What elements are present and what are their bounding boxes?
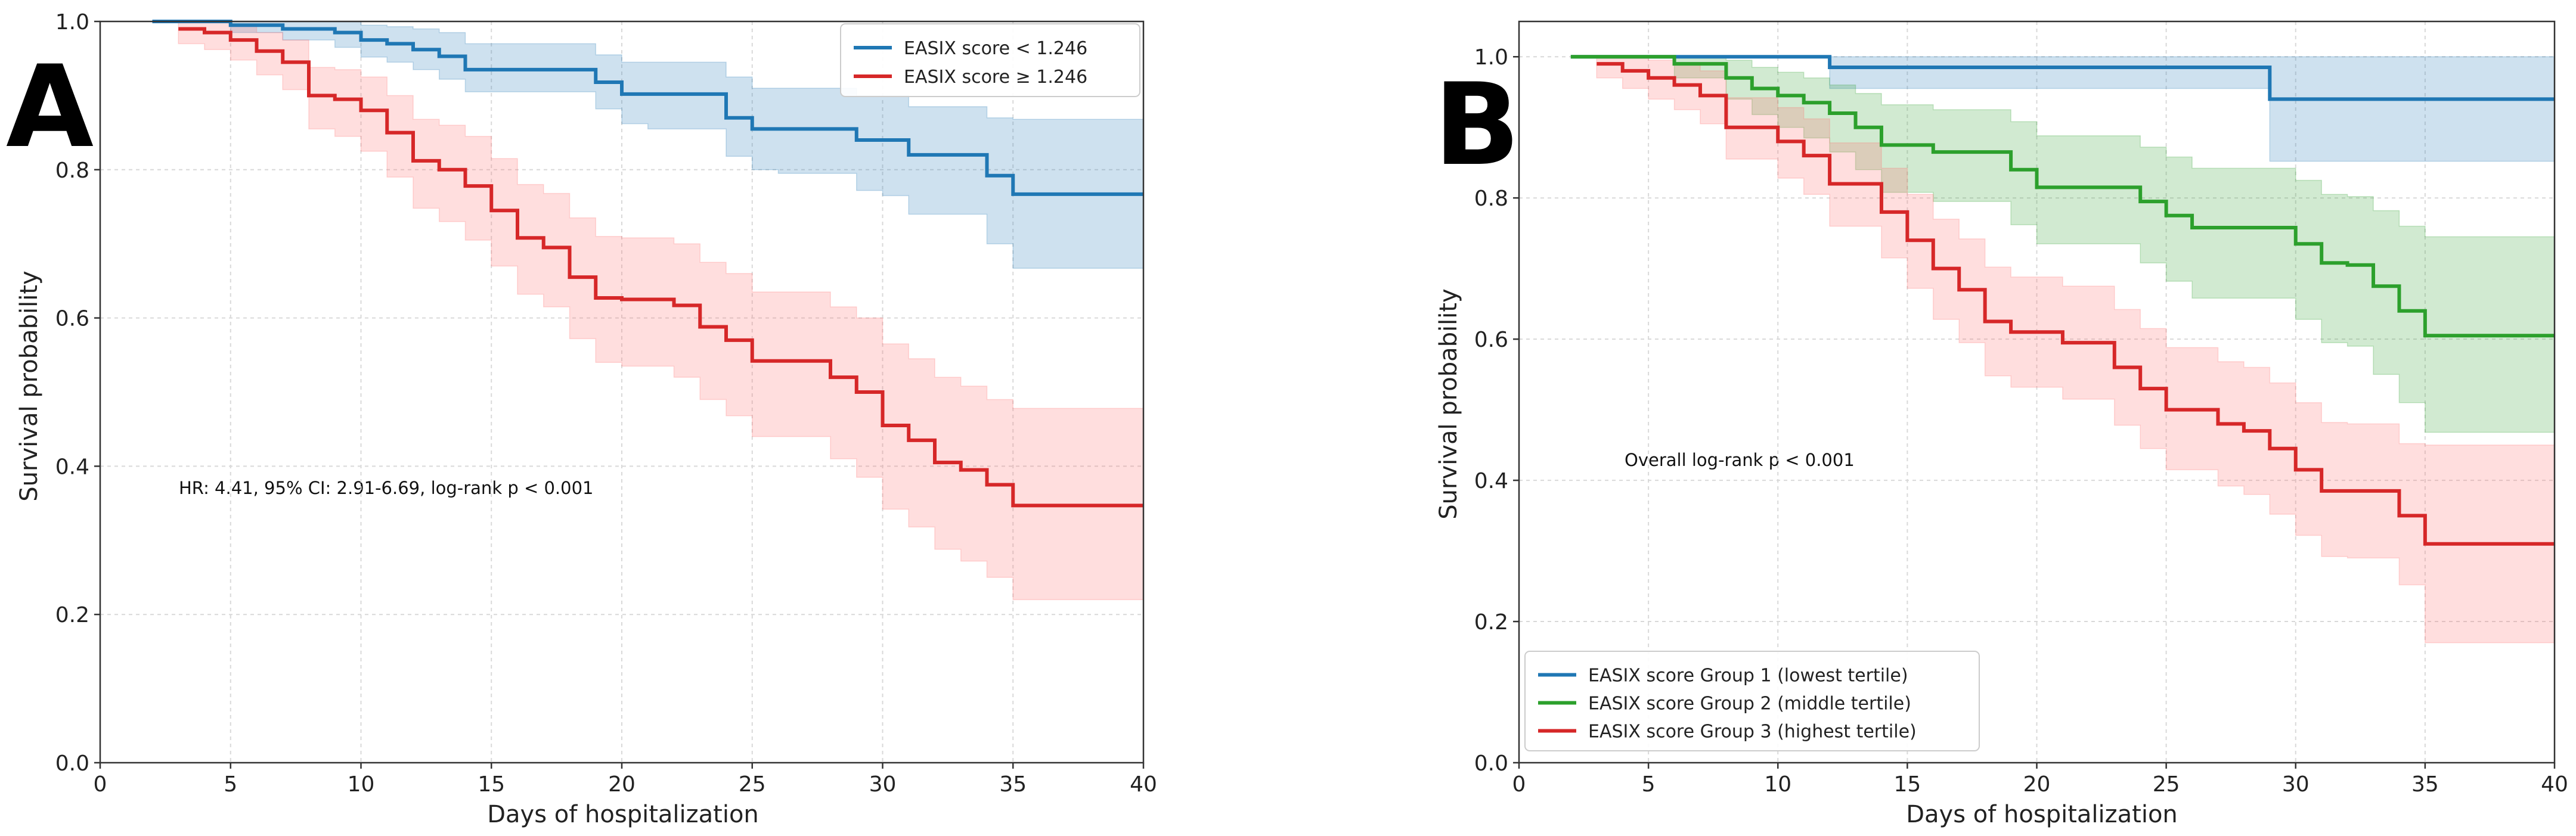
panel-b-legend: EASIX score Group 1 (lowest tertile) EASI… — [1524, 651, 1980, 751]
panel-b-y-tick-label: 0.2 — [1474, 610, 1508, 635]
panel-a-letter: A — [6, 41, 94, 173]
panel-b-x-tick-label: 5 — [1642, 772, 1656, 797]
panel-a-x-axis-label: Days of hospitalization — [487, 801, 759, 828]
panel-a-legend-label-blue: EASIX score < 1.246 — [904, 38, 1087, 59]
panel-b-y-tick-label: 0.0 — [1474, 751, 1508, 776]
panel-b-legend-label-blue: EASIX score Group 1 (lowest tertile) — [1588, 666, 1908, 686]
panel-a-legend-box — [840, 23, 1140, 97]
panel-a-survival-curves — [152, 20, 1143, 508]
panel-a-axes: 0 5 10 15 20 25 30 35 40 0.0 0.2 0.4 0.6 0.8 1.0 — [55, 10, 1157, 797]
panel-a-y-tick-label: 0.8 — [55, 159, 89, 183]
panel-a-x-tick-label: 15 — [478, 772, 505, 797]
panel-b-y-axis-label: Survival probability — [1435, 288, 1462, 519]
panel-b-survival-curves — [1570, 55, 2555, 546]
panel-b-y-tick-label: 0.8 — [1474, 187, 1508, 211]
panel-b-ci-band-red — [1596, 56, 2555, 644]
panel-a-hazard-ratio-annotation: HR: 4.41, 95% CI: 2.91-6.69, log-rank p … — [179, 478, 594, 498]
panel-a-x-tick-label: 30 — [869, 772, 897, 797]
panel-b-axes: 0 5 10 15 20 25 30 35 40 0.0 0.2 0.4 0.6 0.8 1.0 — [1474, 20, 2568, 797]
panel-b-x-tick-label: 10 — [1764, 772, 1791, 797]
panel-a-y-tick-label: 0.6 — [55, 307, 89, 331]
panel-b-curve-green — [1570, 55, 2555, 338]
panel-b-x-tick-label: 20 — [2023, 772, 2051, 797]
panel-a-x-tick-label: 5 — [224, 772, 237, 797]
panel-a-x-tick-label: 10 — [348, 772, 375, 797]
panel-a-legend-label-red: EASIX score ≥ 1.246 — [904, 67, 1087, 88]
panel-a-y-axis-label: Survival probability — [16, 271, 43, 501]
panel-a-ci-band-blue — [152, 21, 1144, 269]
panel-a-x-tick-label: 20 — [608, 772, 636, 797]
panel-a-curve-red — [178, 27, 1143, 508]
panel-b: B Days of hospitalization Survival proba… — [1434, 20, 2568, 828]
panel-b-x-axis-label: Days of hospitalization — [1906, 801, 2178, 828]
panel-b-curve-red — [1597, 62, 2555, 546]
panel-b-x-tick-label: 0 — [1512, 772, 1526, 797]
panel-b-legend-label-red: EASIX score Group 3 (highest tertile) — [1588, 722, 1917, 742]
panel-a-ci-bands — [152, 21, 1144, 601]
panel-b-x-tick-label: 40 — [2541, 772, 2568, 797]
panel-b-legend-box — [1524, 651, 1980, 751]
panel-a-ci-band-red — [178, 21, 1144, 601]
panel-a-x-tick-label: 25 — [739, 772, 766, 797]
panel-b-logrank-annotation: Overall log-rank p < 0.001 — [1625, 450, 1855, 470]
panel-b-x-tick-label: 25 — [2153, 772, 2180, 797]
panel-b-curve-blue — [1570, 55, 2555, 101]
panel-b-y-tick-label: 1.0 — [1474, 45, 1508, 70]
panel-b-legend-label-green: EASIX score Group 2 (middle tertile) — [1588, 694, 1911, 714]
panel-a-x-tick-label: 40 — [1130, 772, 1157, 797]
panel-a-legend: EASIX score < 1.246 EASIX score ≥ 1.246 — [840, 23, 1140, 97]
panel-a-curve-blue — [152, 20, 1143, 196]
panel-b-ci-bands — [1570, 56, 2555, 644]
panel-b-y-tick-label: 0.6 — [1474, 328, 1508, 352]
panel-a-x-tick-label: 35 — [999, 772, 1027, 797]
panel-a-y-tick-label: 0.4 — [55, 455, 89, 479]
panel-a-y-tick-label: 0.0 — [55, 751, 89, 776]
panel-a-x-tick-label: 0 — [94, 772, 107, 797]
panel-b-letter: B — [1434, 59, 1520, 191]
panel-b-x-tick-label: 30 — [2282, 772, 2310, 797]
panel-b-ci-band-blue — [1570, 56, 2555, 162]
panel-b-x-tick-label: 35 — [2411, 772, 2439, 797]
panel-a-y-tick-label: 1.0 — [55, 10, 89, 35]
panel-b-y-tick-label: 0.4 — [1474, 469, 1508, 493]
panel-a: A Days of hospitalization Survival proba… — [6, 10, 1157, 828]
panel-b-x-tick-label: 15 — [1893, 772, 1921, 797]
panel-a-y-tick-label: 0.2 — [55, 603, 89, 627]
